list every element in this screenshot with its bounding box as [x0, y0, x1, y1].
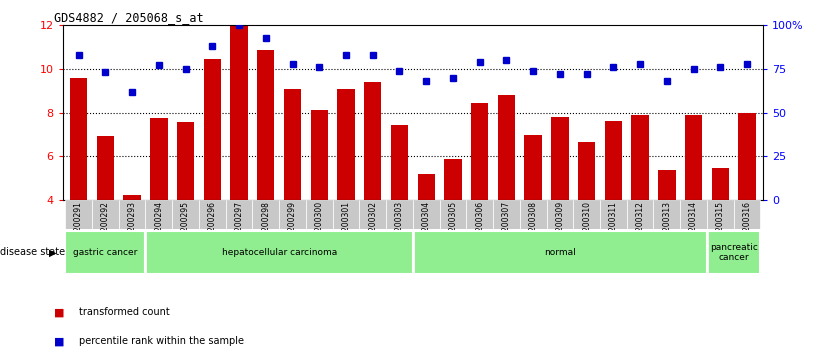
Text: GSM1200316: GSM1200316	[742, 201, 751, 252]
Text: GSM1200311: GSM1200311	[609, 201, 618, 252]
Text: GSM1200291: GSM1200291	[74, 201, 83, 252]
Text: GSM1200303: GSM1200303	[395, 201, 404, 252]
Bar	[253, 200, 279, 229]
Text: GSM1200293: GSM1200293	[128, 201, 137, 252]
Text: GDS4882 / 205068_s_at: GDS4882 / 205068_s_at	[54, 11, 203, 24]
Bar	[70, 78, 88, 200]
Bar	[413, 200, 440, 229]
Bar	[631, 115, 649, 200]
Bar	[279, 200, 306, 229]
Bar	[97, 136, 114, 200]
Text: hepatocellular carcinoma: hepatocellular carcinoma	[222, 248, 337, 257]
Bar	[707, 231, 761, 274]
Bar	[386, 200, 413, 229]
Bar	[493, 200, 520, 229]
Text: GSM1200308: GSM1200308	[529, 201, 538, 252]
Bar	[199, 200, 226, 229]
Text: GSM1200314: GSM1200314	[689, 201, 698, 252]
Bar	[226, 200, 253, 229]
Bar	[123, 195, 141, 200]
Bar	[525, 135, 542, 200]
Text: disease state: disease state	[0, 247, 65, 257]
Bar	[284, 89, 301, 200]
Bar	[466, 200, 493, 229]
Text: GSM1200315: GSM1200315	[716, 201, 725, 252]
Text: GSM1200294: GSM1200294	[154, 201, 163, 252]
Bar	[551, 117, 569, 200]
Bar	[145, 200, 172, 229]
Bar	[738, 113, 756, 200]
Text: transformed count: transformed count	[79, 307, 170, 317]
Text: GSM1200295: GSM1200295	[181, 201, 190, 252]
Text: GSM1200305: GSM1200305	[449, 201, 457, 252]
Text: GSM1200299: GSM1200299	[288, 201, 297, 252]
Bar	[520, 200, 546, 229]
Bar	[546, 200, 573, 229]
Bar	[391, 125, 408, 200]
Bar	[230, 25, 248, 200]
Bar	[364, 82, 381, 200]
Bar	[707, 200, 734, 229]
Bar	[440, 200, 466, 229]
Bar	[658, 170, 676, 200]
Bar	[145, 231, 413, 274]
Bar	[172, 200, 199, 229]
Bar	[498, 95, 515, 200]
Bar	[333, 200, 359, 229]
Bar	[177, 122, 194, 200]
Text: GSM1200310: GSM1200310	[582, 201, 591, 252]
Bar	[310, 110, 328, 200]
Bar	[654, 200, 681, 229]
Text: GSM1200309: GSM1200309	[555, 201, 565, 252]
Bar	[605, 121, 622, 200]
Text: GSM1200300: GSM1200300	[314, 201, 324, 252]
Bar	[203, 59, 221, 200]
Text: GSM1200312: GSM1200312	[636, 201, 645, 252]
Bar	[471, 103, 489, 200]
Text: GSM1200297: GSM1200297	[234, 201, 244, 252]
Text: GSM1200298: GSM1200298	[261, 201, 270, 252]
Bar	[150, 118, 168, 200]
Bar	[681, 200, 707, 229]
Bar	[626, 200, 654, 229]
Bar	[418, 174, 435, 200]
Bar	[734, 200, 761, 229]
Text: pancreatic
cancer: pancreatic cancer	[710, 242, 757, 262]
Text: ■: ■	[54, 336, 65, 346]
Bar	[600, 200, 626, 229]
Text: ▶: ▶	[49, 247, 57, 257]
Bar	[65, 200, 92, 229]
Bar	[257, 50, 274, 200]
Bar	[445, 159, 462, 200]
Text: GSM1200301: GSM1200301	[341, 201, 350, 252]
Bar	[65, 231, 145, 274]
Bar	[92, 200, 118, 229]
Text: GSM1200292: GSM1200292	[101, 201, 110, 252]
Text: GSM1200302: GSM1200302	[369, 201, 377, 252]
Bar	[306, 200, 333, 229]
Text: percentile rank within the sample: percentile rank within the sample	[79, 336, 244, 346]
Text: GSM1200307: GSM1200307	[502, 201, 511, 252]
Bar	[118, 200, 145, 229]
Bar	[359, 200, 386, 229]
Text: GSM1200313: GSM1200313	[662, 201, 671, 252]
Bar	[573, 200, 600, 229]
Text: GSM1200304: GSM1200304	[422, 201, 430, 252]
Text: gastric cancer: gastric cancer	[73, 248, 138, 257]
Text: ■: ■	[54, 307, 65, 317]
Bar	[711, 168, 729, 200]
Text: normal: normal	[544, 248, 575, 257]
Bar	[337, 89, 354, 200]
Bar	[685, 115, 702, 200]
Bar	[413, 231, 707, 274]
Text: GSM1200296: GSM1200296	[208, 201, 217, 252]
Text: GSM1200306: GSM1200306	[475, 201, 485, 252]
Bar	[578, 142, 595, 200]
